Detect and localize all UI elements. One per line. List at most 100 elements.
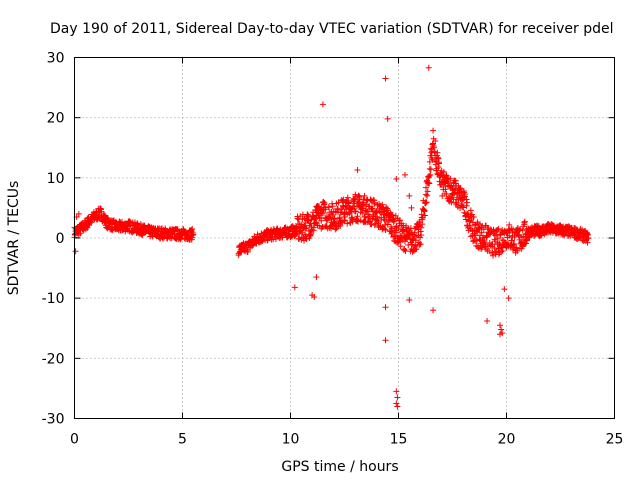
data-point bbox=[447, 175, 454, 182]
data-point bbox=[382, 226, 389, 233]
data-point bbox=[403, 224, 410, 231]
outlier-point bbox=[75, 210, 82, 217]
data-point bbox=[384, 207, 391, 214]
data-point bbox=[427, 166, 434, 173]
data-point bbox=[337, 222, 344, 229]
data-point bbox=[423, 191, 430, 198]
data-point bbox=[190, 231, 197, 238]
y-axis-label: SDTVAR / TECUs bbox=[6, 181, 22, 296]
data-point bbox=[318, 217, 325, 224]
data-point bbox=[320, 201, 327, 208]
outlier-point bbox=[319, 101, 326, 108]
data-point bbox=[281, 224, 288, 231]
outlier-point bbox=[354, 167, 361, 174]
data-point bbox=[426, 165, 433, 172]
x-tick-label: 0 bbox=[70, 432, 79, 448]
data-point bbox=[397, 243, 404, 250]
data-point bbox=[459, 203, 466, 210]
data-point bbox=[385, 217, 392, 224]
data-point bbox=[336, 215, 343, 222]
data-point bbox=[440, 168, 447, 175]
data-point bbox=[244, 248, 251, 255]
data-point bbox=[393, 229, 400, 236]
data-point bbox=[325, 203, 332, 210]
data-point bbox=[305, 217, 312, 224]
data-point bbox=[458, 201, 465, 208]
data-point bbox=[434, 154, 441, 161]
data-point bbox=[352, 208, 359, 215]
data-point bbox=[374, 215, 381, 222]
data-point bbox=[134, 220, 141, 227]
data-point bbox=[417, 240, 424, 247]
data-point bbox=[467, 207, 474, 214]
data-point bbox=[463, 202, 470, 209]
data-point bbox=[423, 199, 430, 206]
data-point bbox=[302, 225, 309, 232]
outlier-point bbox=[430, 307, 437, 314]
data-points-layer bbox=[71, 64, 592, 410]
data-point bbox=[432, 161, 439, 168]
data-point bbox=[304, 217, 311, 224]
data-point bbox=[585, 235, 592, 241]
data-point bbox=[430, 127, 437, 134]
outlier-point bbox=[394, 403, 401, 410]
outlier-point bbox=[406, 296, 413, 303]
data-point bbox=[387, 223, 394, 230]
data-point bbox=[460, 187, 467, 194]
data-point bbox=[369, 205, 376, 212]
x-tick-label: 15 bbox=[390, 432, 408, 448]
outlier-point bbox=[393, 400, 400, 407]
data-point bbox=[521, 221, 528, 228]
outlier-point bbox=[72, 248, 79, 255]
chart-title: Day 190 of 2011, Sidereal Day-to-day VTE… bbox=[50, 21, 614, 37]
outlier-point bbox=[497, 322, 504, 329]
data-point bbox=[427, 171, 434, 178]
data-point bbox=[174, 226, 181, 233]
data-point bbox=[424, 192, 431, 199]
data-point bbox=[303, 235, 310, 242]
outlier-point bbox=[313, 274, 320, 281]
data-point bbox=[397, 217, 404, 224]
data-point bbox=[412, 237, 419, 244]
data-point bbox=[384, 221, 391, 228]
data-point bbox=[584, 239, 591, 246]
data-point bbox=[411, 229, 418, 236]
data-point bbox=[189, 226, 196, 233]
data-point bbox=[482, 241, 489, 248]
data-point bbox=[425, 179, 432, 186]
data-point bbox=[174, 227, 181, 234]
data-point bbox=[97, 205, 104, 212]
data-point bbox=[249, 242, 256, 249]
data-point bbox=[350, 203, 357, 210]
data-point bbox=[418, 232, 425, 239]
data-point bbox=[368, 221, 375, 228]
data-point bbox=[296, 228, 303, 235]
data-point bbox=[407, 225, 414, 232]
data-point bbox=[297, 213, 304, 220]
outlier-point bbox=[408, 204, 415, 211]
data-point bbox=[426, 173, 433, 180]
data-point bbox=[395, 225, 402, 232]
outlier-point bbox=[501, 286, 508, 293]
data-point bbox=[445, 179, 452, 186]
data-point bbox=[329, 212, 336, 219]
outlier-point bbox=[406, 192, 413, 199]
y-tick-label: 10 bbox=[47, 171, 65, 187]
data-point bbox=[506, 221, 513, 228]
data-point bbox=[514, 247, 521, 254]
data-point bbox=[331, 216, 338, 223]
data-point bbox=[349, 218, 356, 225]
data-point bbox=[332, 226, 339, 233]
data-point bbox=[509, 246, 516, 253]
data-point bbox=[521, 218, 528, 225]
data-point bbox=[476, 236, 483, 243]
data-point bbox=[274, 225, 281, 232]
data-point bbox=[359, 205, 366, 212]
data-point bbox=[486, 248, 493, 255]
data-point bbox=[463, 196, 470, 203]
data-point bbox=[421, 212, 428, 219]
data-point bbox=[434, 149, 441, 156]
outlier-point bbox=[382, 304, 389, 311]
data-point bbox=[361, 192, 368, 199]
